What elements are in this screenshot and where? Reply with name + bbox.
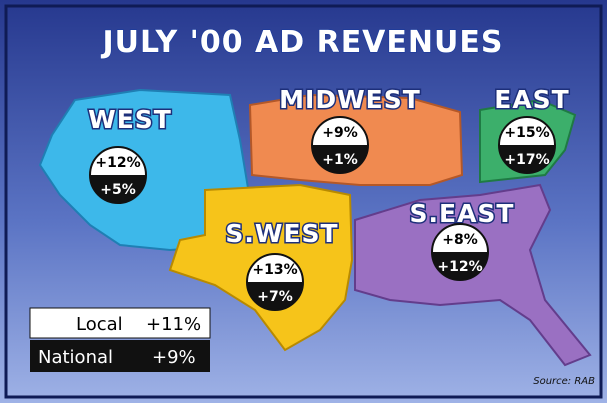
legend-national-box bbox=[30, 340, 210, 372]
national-value: +1% bbox=[322, 152, 358, 168]
national-value: +12% bbox=[437, 259, 482, 275]
legend-local-label: Local bbox=[76, 314, 123, 335]
local-half bbox=[432, 224, 488, 252]
local-value: +13% bbox=[252, 262, 297, 278]
source: Source: RAB bbox=[533, 376, 595, 387]
region-label: S.WEST bbox=[225, 219, 338, 248]
national-value: +5% bbox=[100, 182, 136, 198]
local-value: +12% bbox=[95, 155, 140, 171]
national-value: +17% bbox=[504, 152, 549, 168]
badge-ring bbox=[246, 253, 304, 311]
local-value: +9% bbox=[322, 125, 358, 141]
legend-local-box bbox=[29, 307, 211, 339]
region-label: MIDWEST bbox=[279, 85, 421, 114]
region-label: WEST bbox=[88, 105, 172, 134]
legend-national-label: National bbox=[38, 347, 113, 368]
badge-ring bbox=[431, 223, 489, 281]
badge-ring bbox=[89, 146, 147, 204]
national-half bbox=[499, 145, 555, 173]
legend-local-value: +11% bbox=[146, 314, 201, 335]
badge-ring bbox=[311, 116, 369, 174]
regions: WEST +12% +5% MIDWEST +9% +1% EAST +15% +17% S.WE… bbox=[87, 84, 570, 311]
local-half bbox=[312, 117, 368, 145]
legend-national-value: +9% bbox=[152, 347, 196, 368]
local-value: +8% bbox=[442, 232, 478, 248]
badge-ring bbox=[498, 116, 556, 174]
national-half bbox=[247, 282, 303, 310]
local-half bbox=[499, 117, 555, 145]
region-label: EAST bbox=[494, 85, 569, 114]
national-value: +7% bbox=[257, 289, 293, 305]
frame bbox=[4, 4, 603, 399]
national-half bbox=[312, 145, 368, 173]
local-value: +15% bbox=[504, 125, 549, 141]
local-half bbox=[247, 254, 303, 282]
national-half bbox=[90, 175, 146, 203]
national-half bbox=[432, 252, 488, 280]
local-half bbox=[90, 147, 146, 175]
title: JULY '00 AD REVENUES bbox=[101, 25, 504, 60]
